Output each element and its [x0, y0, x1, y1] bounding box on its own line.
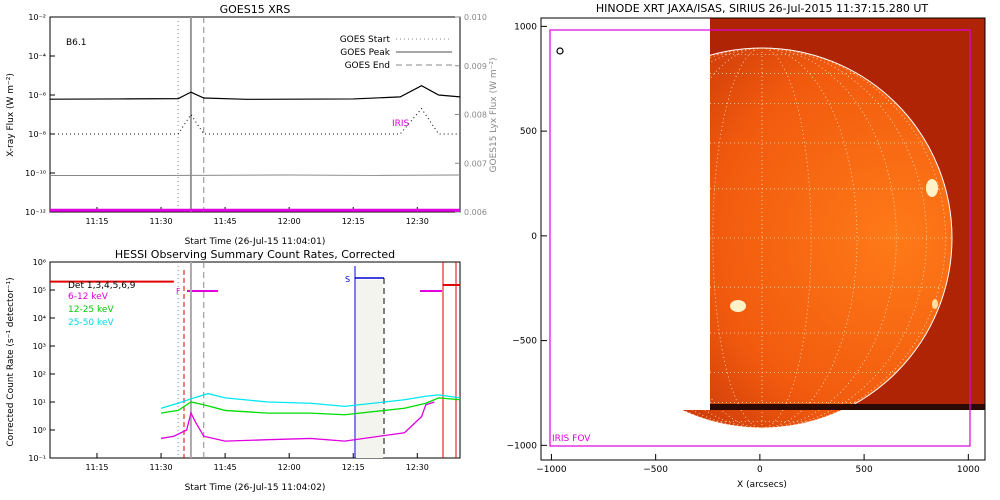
hessi-y-tick-label: 10⁶	[33, 258, 46, 267]
goes-y-tick-label: 10⁻¹⁰	[25, 169, 46, 178]
hessi-y-tick-label: 10⁵	[33, 286, 46, 295]
xrt-blank-mask	[541, 18, 710, 410]
hessi-x-tick-label: 11:45	[214, 463, 237, 472]
goes-iris-label: IRIS	[392, 119, 410, 129]
xrt-y-ticks: −1000 −500 0 500 1000	[507, 22, 547, 451]
hessi-attenuator-markers	[183, 262, 460, 458]
xrt-bottom-strip	[710, 404, 985, 410]
hessi-panel: HESSI Observing Summary Count Rates, Cor…	[6, 248, 461, 493]
hessi-legend: Det 1,3,4,5,6,9 6-12 keV 12-25 keV 25-50…	[68, 281, 136, 328]
goes-x-tick-label: 11:15	[85, 217, 108, 226]
goes-y2-tick-label: 0.008	[464, 111, 487, 120]
hessi-y-tick-label: 10⁰	[33, 426, 46, 435]
goes-y2-tick-label: 0.007	[464, 159, 487, 168]
legend-hessi-12-25: 12-25 keV	[68, 305, 114, 315]
hessi-series-group	[50, 262, 460, 458]
goes-xlabel: Start Time (26-Jul-15 11:04:01)	[185, 237, 326, 247]
hessi-title: HESSI Observing Summary Count Rates, Cor…	[115, 248, 395, 261]
saa-shade	[356, 280, 383, 458]
goes-series-group	[50, 17, 460, 212]
goes-x-tick-label: 11:30	[150, 217, 173, 226]
xrt-y-tick-label: −500	[512, 337, 537, 347]
hessi-x-tick-label: 12:15	[342, 463, 365, 472]
goes-long-channel-line	[50, 85, 460, 100]
hessi-x-tick-label: 12:00	[278, 463, 301, 472]
hessi-plot-frame	[49, 261, 461, 459]
xrt-panel: HINODE XRT JAXA/ISAS, SIRIUS 26-Jul-2015…	[507, 2, 986, 490]
goes-y2-tick-label: 0.009	[464, 62, 487, 71]
goes-y-tick-label: 10⁻²	[28, 13, 46, 22]
goes-y-ticks: 10⁻¹² 10⁻¹⁰ 10⁻⁸ 10⁻⁶ 10⁻⁴ 10⁻²	[25, 13, 55, 217]
hessi-series-line-1	[160, 401, 435, 442]
flag-s-label: S	[345, 275, 350, 284]
legend-goes-end: GOES End	[345, 61, 390, 71]
xrt-y-tick-label: 500	[520, 127, 537, 137]
xrt-title: HINODE XRT JAXA/ISAS, SIRIUS 26-Jul-2015…	[596, 2, 929, 15]
goes-y2-tick-label: 0.006	[464, 208, 487, 217]
legend-hessi-25-50: 25-50 keV	[68, 318, 114, 328]
goes-x-tick-label: 12:30	[406, 217, 429, 226]
xrt-x-tick-label: 500	[856, 465, 873, 475]
hessi-x-tick-label: 11:30	[150, 463, 173, 472]
goes-y-tick-label: 10⁻¹²	[25, 208, 46, 217]
active-region-southeast	[730, 300, 746, 312]
goes-y-tick-label: 10⁻⁸	[28, 130, 46, 139]
xrt-marker-circle	[556, 47, 564, 55]
flag-f-label: F	[176, 287, 181, 296]
longitude-line	[761, 47, 812, 429]
iris-fov-label: IRIS FOV	[552, 434, 591, 444]
iris-fov-box	[549, 29, 971, 447]
goes-x-tick-label: 11:45	[214, 217, 237, 226]
goes-panel: GOES15 XRS 10⁻¹² 10⁻¹⁰ 10⁻⁸ 10⁻⁶ 10⁻⁴ 10⁻² 0.…	[6, 3, 499, 247]
xrt-plot-frame	[540, 17, 986, 461]
longitude-line	[712, 47, 763, 429]
xrt-xlabel: X (arcsecs)	[737, 480, 787, 490]
xrt-x-tick-label: 1000	[957, 465, 980, 475]
goes-ylabel: X-ray Flux (W m⁻²)	[6, 73, 16, 157]
xrt-y-tick-label: 0	[531, 232, 537, 242]
legend-hessi-6-12: 6-12 keV	[68, 292, 109, 302]
legend-goes-start: GOES Start	[340, 35, 391, 45]
goes-title: GOES15 XRS	[220, 3, 291, 16]
hessi-x-tick-label: 12:30	[406, 463, 429, 472]
hessi-ylabel: Corrected Count Rate (s⁻¹ detector⁻¹)	[6, 277, 16, 446]
goes-y2-ticks: 0.006 0.007 0.008 0.009 0.010	[455, 13, 487, 217]
longitude-line	[761, 47, 897, 429]
longitude-line	[761, 47, 946, 429]
hessi-y-tick-label: 10²	[33, 370, 46, 379]
hessi-y-tick-label: 10³	[33, 342, 46, 351]
hessi-y-tick-label: 10⁴	[33, 314, 46, 323]
goes-x-tick-label: 12:15	[342, 217, 365, 226]
goes-plot-frame	[49, 16, 461, 213]
xrt-x-tick-label: −1000	[536, 465, 567, 475]
legend-detectors: Det 1,3,4,5,6,9	[68, 281, 136, 291]
goes-y-tick-label: 10⁻⁶	[28, 91, 46, 100]
xrt-x-ticks: −1000 −500 0 500 1000	[536, 454, 980, 475]
hessi-series-line-3	[160, 392, 460, 409]
xrt-y-tick-label: 1000	[514, 22, 537, 32]
xrt-x-tick-label: 0	[757, 465, 763, 475]
active-region-west	[926, 179, 938, 197]
goes-annotation: B6.1	[66, 38, 87, 48]
hessi-series-line-2	[160, 397, 460, 416]
xrt-y-tick-label: −1000	[507, 441, 538, 451]
goes-ylabel-right: GOES15 Lyx Flux (W m⁻²)	[489, 58, 499, 173]
goes-y2-tick-label: 0.010	[464, 13, 487, 22]
goes-x-tick-label: 12:00	[278, 217, 301, 226]
goes-short-channel-line	[50, 107, 460, 135]
goes-y-tick-label: 10⁻⁴	[28, 52, 46, 61]
goes-legend: GOES Start GOES Peak GOES End	[340, 35, 452, 71]
hessi-y-tick-label: 10¹	[33, 398, 46, 407]
hessi-y-tick-label: 10⁻¹	[28, 454, 46, 463]
active-region-limb	[932, 299, 938, 309]
legend-goes-peak: GOES Peak	[340, 48, 390, 58]
xrt-x-tick-label: −500	[643, 465, 668, 475]
hessi-x-ticks: 11:15 11:30 11:45 12:00 12:15 12:30	[85, 453, 429, 472]
hessi-x-tick-label: 11:15	[85, 463, 108, 472]
hessi-y-ticks: 10⁻¹ 10⁰ 10¹ 10² 10³ 10⁴ 10⁵ 10⁶	[28, 258, 55, 463]
hessi-xlabel: Start Time (26-Jul-15 11:04:02)	[185, 483, 326, 493]
